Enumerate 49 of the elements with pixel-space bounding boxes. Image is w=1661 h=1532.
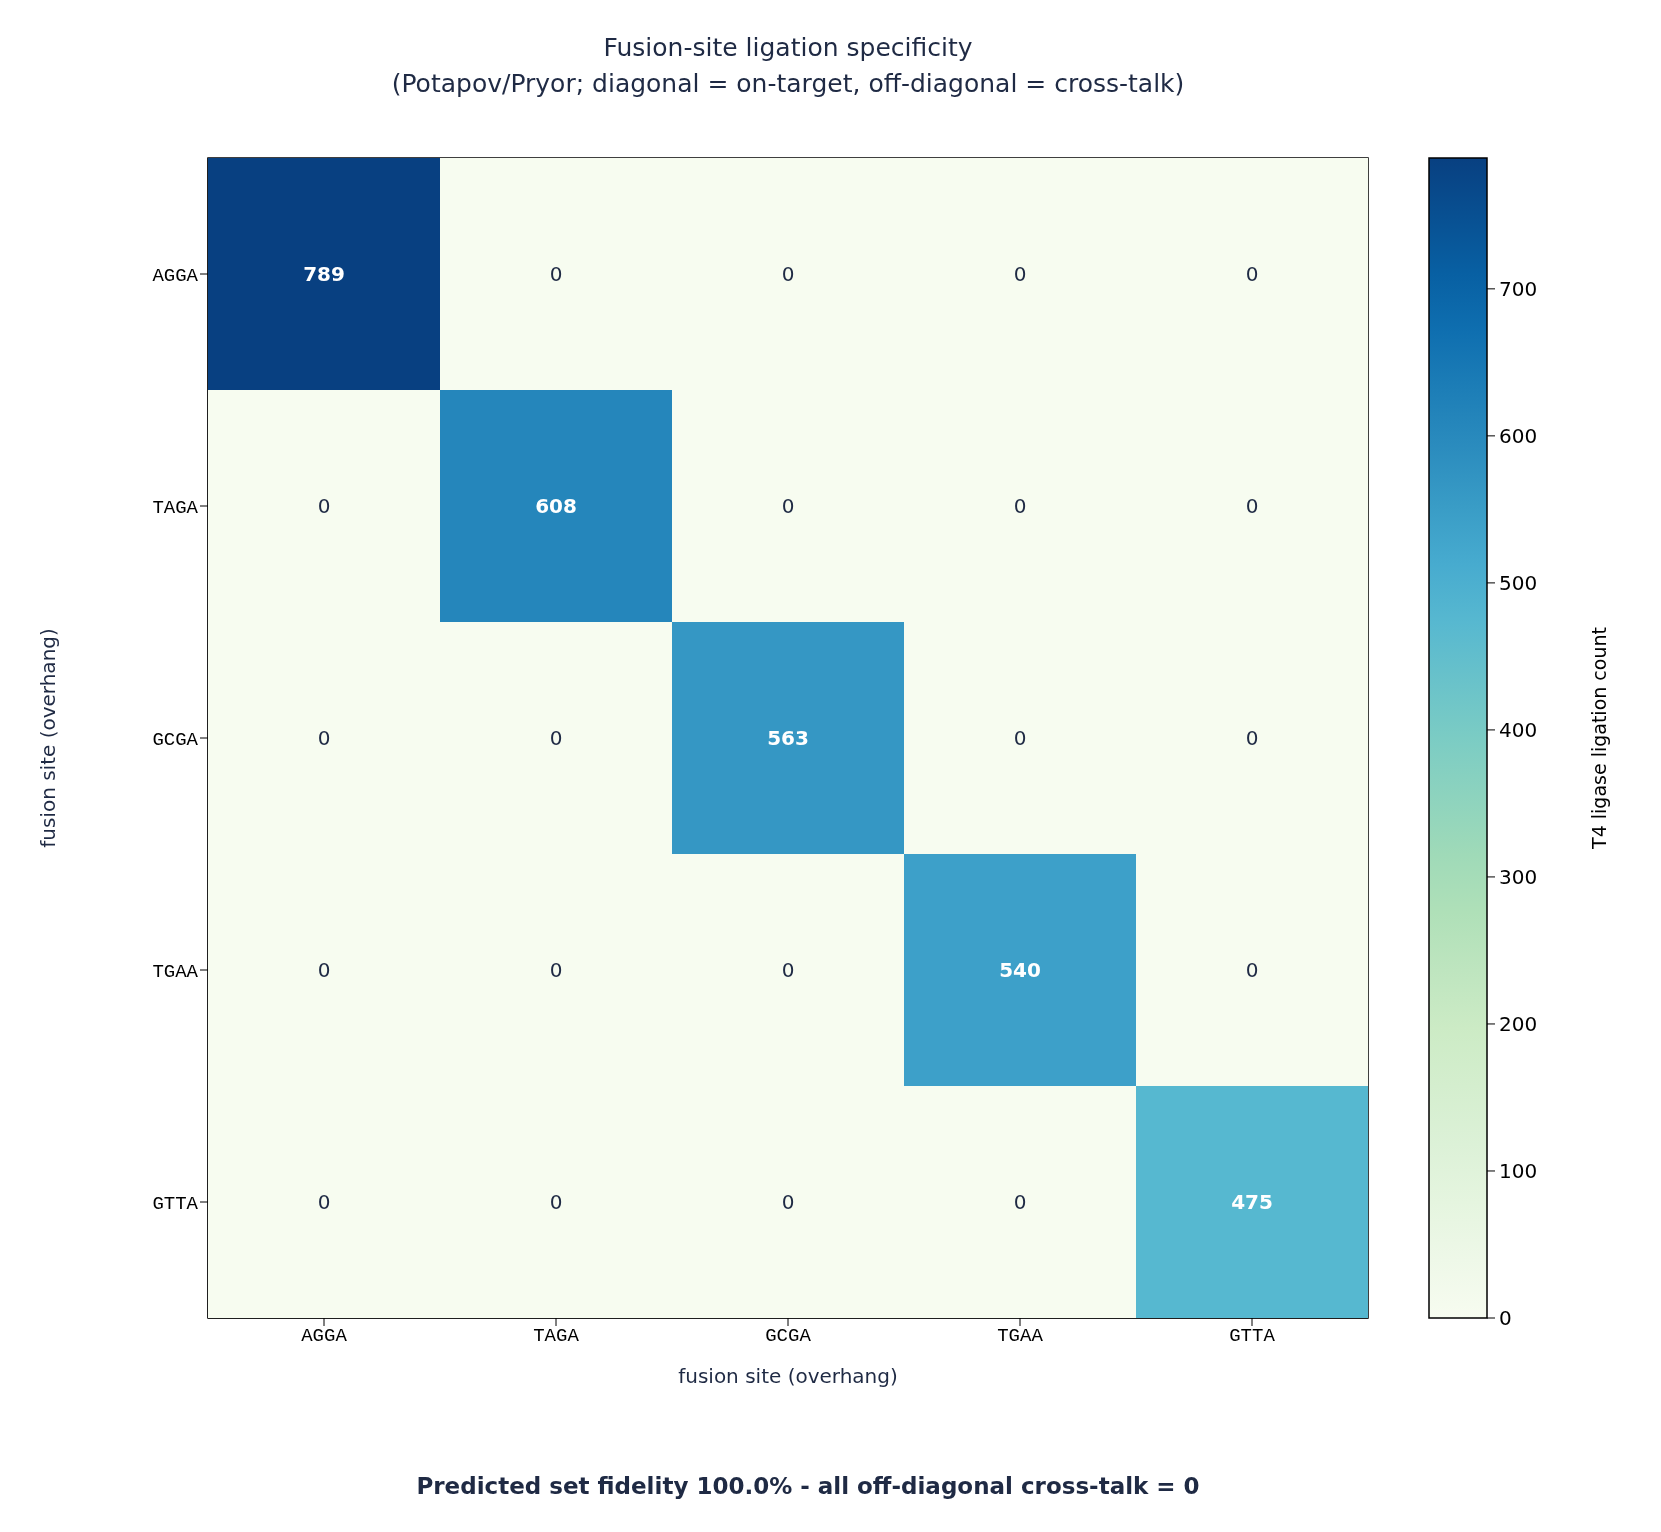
data-label: 0: [781, 262, 795, 286]
data-label: 0: [317, 958, 331, 982]
y-tick-label: AGGA: [152, 264, 199, 287]
data-label: 0: [317, 1190, 331, 1214]
color-bar-label: 200: [1499, 1011, 1538, 1036]
data-label: 0: [317, 726, 331, 750]
data-label: 0: [1245, 262, 1259, 286]
data-label: 0: [1013, 726, 1027, 750]
data-label: 0: [1013, 494, 1027, 518]
y-axis-title: fusion site (overhang): [36, 628, 61, 848]
data-label: 0: [1245, 958, 1259, 982]
data-label: 0: [549, 958, 563, 982]
data-label: 0: [781, 494, 795, 518]
data-label: 0: [781, 1190, 795, 1214]
y-tick-label: TGAA: [152, 960, 199, 983]
data-label: 0: [549, 262, 563, 286]
x-tick-label: GTTA: [1229, 1325, 1276, 1348]
color-bar-label: 100: [1499, 1158, 1538, 1183]
color-bar-label: 700: [1499, 276, 1538, 301]
color-bar-label: 600: [1499, 423, 1538, 448]
x-tick-label: TGAA: [997, 1325, 1044, 1348]
data-label: 0: [1245, 726, 1259, 750]
y-tick-label: GTTA: [152, 1192, 199, 1215]
y-tick-label: TAGA: [152, 496, 199, 519]
chart-subtitle: (Potapov/Pryor; diagonal = on-target, off-diagonal = cross-talk): [390, 68, 1186, 100]
data-label: 0: [549, 1190, 563, 1214]
data-label: 540: [999, 958, 1041, 982]
color-bar-title: T4 ligase ligation count: [1588, 627, 1610, 850]
data-label: 0: [1013, 262, 1027, 286]
data-label: 0: [549, 726, 563, 750]
color-bar-label: 0: [1499, 1306, 1512, 1330]
x-tick-label: TAGA: [533, 1325, 580, 1348]
data-label: 475: [1231, 1190, 1273, 1214]
x-tick-label: GCGA: [765, 1325, 812, 1348]
text: Predicted set fidelity 100.0% - all off-diagonal cross-talk = 0: [415, 1473, 1201, 1499]
y-tick-label: GCGA: [152, 728, 199, 751]
data-label: 0: [317, 494, 331, 518]
color-bar-label: 300: [1499, 864, 1538, 889]
data-label: 0: [1245, 494, 1259, 518]
data-label: 789: [303, 262, 345, 286]
x-tick-label: AGGA: [301, 1325, 348, 1348]
x-axis-title: fusion site (overhang): [678, 1364, 898, 1388]
data-label: 0: [1013, 1190, 1027, 1214]
chart-title: Fusion-site ligation specificity: [602, 32, 974, 64]
color-bar-label: 400: [1499, 717, 1538, 742]
data-label: 0: [781, 958, 795, 982]
color-bar-label: 500: [1499, 570, 1538, 595]
data-label: 563: [767, 726, 809, 750]
data-label: 608: [535, 494, 577, 518]
